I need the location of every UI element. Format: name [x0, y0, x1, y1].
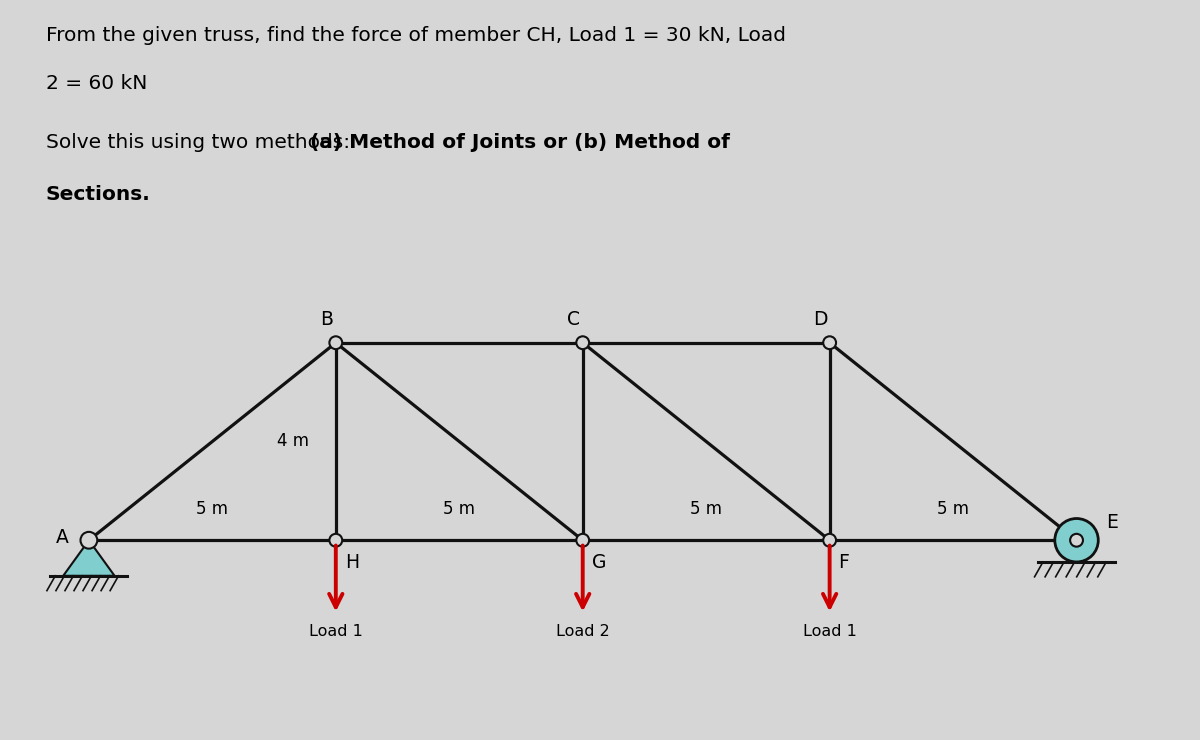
Circle shape	[576, 336, 589, 349]
Text: G: G	[592, 553, 606, 571]
Text: E: E	[1106, 514, 1118, 533]
Text: F: F	[839, 553, 850, 571]
Text: 4 m: 4 m	[277, 432, 308, 451]
Text: 5 m: 5 m	[690, 500, 722, 518]
Circle shape	[329, 336, 342, 349]
Text: Solve this using two methods:: Solve this using two methods:	[46, 133, 356, 152]
Text: 2 = 60 kN: 2 = 60 kN	[46, 74, 146, 93]
Circle shape	[329, 534, 342, 547]
Polygon shape	[64, 540, 114, 576]
Circle shape	[1070, 534, 1082, 547]
Text: H: H	[344, 553, 359, 571]
Text: From the given truss, find the force of member CH, Load 1 = 30 kN, Load: From the given truss, find the force of …	[46, 26, 786, 45]
Text: (a) Method of Joints or (b) Method of: (a) Method of Joints or (b) Method of	[310, 133, 730, 152]
Text: D: D	[814, 310, 828, 329]
Text: 5 m: 5 m	[197, 500, 228, 518]
Text: Load 1: Load 1	[308, 625, 362, 639]
Text: 5 m: 5 m	[937, 500, 970, 518]
Circle shape	[823, 534, 836, 547]
Circle shape	[823, 336, 836, 349]
Text: B: B	[320, 310, 334, 329]
Text: C: C	[568, 310, 581, 329]
Text: Load 1: Load 1	[803, 625, 857, 639]
Circle shape	[1055, 519, 1098, 562]
Text: A: A	[56, 528, 70, 548]
Circle shape	[576, 534, 589, 547]
Text: Load 2: Load 2	[556, 625, 610, 639]
Text: Sections.: Sections.	[46, 185, 150, 204]
Text: 5 m: 5 m	[443, 500, 475, 518]
Circle shape	[80, 532, 97, 548]
